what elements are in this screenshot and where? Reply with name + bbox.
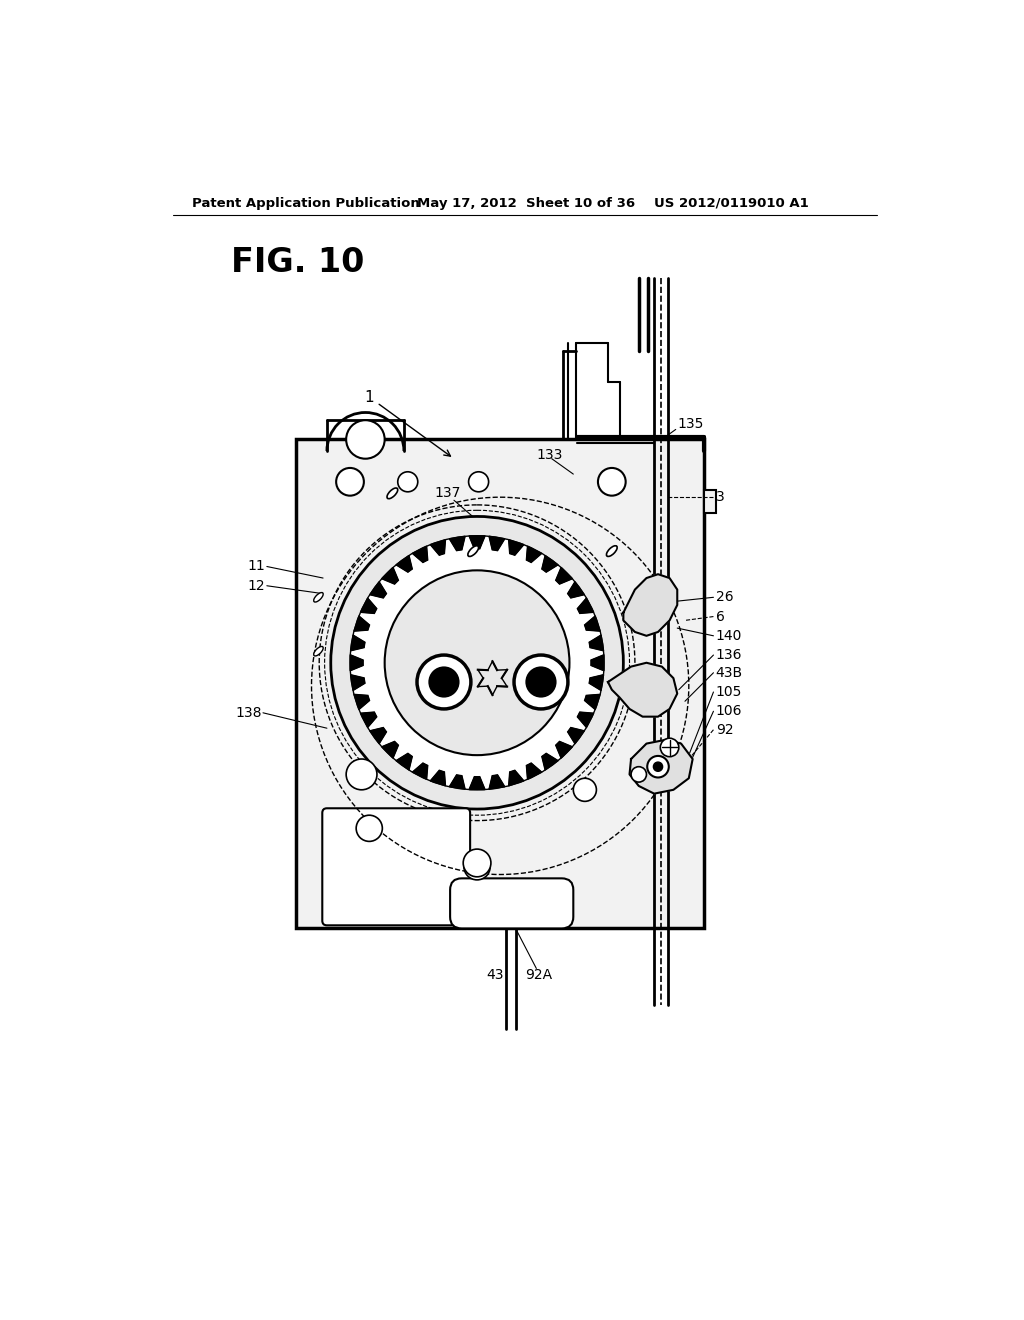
Polygon shape [396,754,413,770]
Text: 26: 26 [716,590,733,605]
Ellipse shape [387,488,397,499]
Polygon shape [578,598,594,614]
Circle shape [346,420,385,459]
Circle shape [430,668,458,696]
Text: 43B: 43B [716,665,742,680]
Polygon shape [509,540,524,556]
Circle shape [385,570,569,755]
Ellipse shape [606,545,617,557]
Polygon shape [396,556,413,572]
Polygon shape [354,694,370,710]
Polygon shape [450,775,465,789]
Text: FIG. 10: FIG. 10 [230,246,365,279]
Polygon shape [556,568,572,583]
Circle shape [346,759,377,789]
Polygon shape [469,536,485,549]
Polygon shape [413,546,428,562]
Circle shape [573,779,596,801]
Ellipse shape [468,545,478,557]
Polygon shape [450,536,465,550]
Polygon shape [542,556,558,572]
Text: 92A: 92A [525,968,552,982]
Polygon shape [489,775,505,789]
Polygon shape [370,582,386,598]
Circle shape [653,762,663,771]
Circle shape [336,469,364,496]
Polygon shape [608,663,677,717]
Text: 12: 12 [248,578,265,593]
Polygon shape [354,616,370,631]
Circle shape [647,756,669,777]
Text: 1: 1 [365,389,451,457]
Polygon shape [489,536,505,550]
Ellipse shape [313,593,324,602]
Polygon shape [624,574,677,636]
Polygon shape [585,616,600,631]
Circle shape [660,738,679,756]
Text: 133: 133 [537,447,563,462]
Text: US 2012/0119010 A1: US 2012/0119010 A1 [654,197,809,210]
Polygon shape [526,546,542,562]
Text: 106: 106 [716,705,742,718]
Polygon shape [589,635,603,651]
Polygon shape [509,771,524,785]
Polygon shape [413,763,428,779]
Circle shape [464,854,490,880]
Polygon shape [589,675,603,690]
Bar [705,490,716,512]
Text: 92: 92 [716,723,733,737]
Text: 137: 137 [435,486,461,500]
Circle shape [598,469,626,496]
Polygon shape [542,754,558,770]
Polygon shape [591,655,604,671]
Polygon shape [350,675,365,690]
Circle shape [469,471,488,492]
Circle shape [514,655,568,709]
Text: 138: 138 [234,706,261,719]
Text: 43: 43 [486,968,504,982]
Text: May 17, 2012  Sheet 10 of 36: May 17, 2012 Sheet 10 of 36 [417,197,635,210]
Polygon shape [382,742,398,758]
Polygon shape [469,776,485,789]
Polygon shape [370,727,386,743]
Bar [296,440,705,928]
Circle shape [356,816,382,841]
Polygon shape [556,742,572,758]
Circle shape [397,471,418,492]
Ellipse shape [313,647,324,656]
FancyBboxPatch shape [451,878,573,928]
Text: 6: 6 [716,610,725,623]
Circle shape [331,516,624,809]
Circle shape [463,849,490,876]
Polygon shape [526,763,542,779]
Polygon shape [567,582,585,598]
FancyBboxPatch shape [323,808,470,925]
Polygon shape [578,711,594,727]
Polygon shape [350,655,364,671]
Text: 105: 105 [716,685,742,700]
Polygon shape [567,727,585,743]
Circle shape [631,767,646,781]
Text: 140: 140 [716,628,742,643]
Polygon shape [360,711,377,727]
Text: 11: 11 [248,560,265,573]
Circle shape [417,655,471,709]
Polygon shape [430,540,445,556]
Polygon shape [585,694,600,710]
Text: 3: 3 [716,490,725,504]
Circle shape [527,668,555,696]
Text: 136: 136 [716,648,742,663]
Polygon shape [382,568,398,583]
Text: 135: 135 [677,417,703,432]
Text: Patent Application Publication: Patent Application Publication [193,197,420,210]
Polygon shape [630,739,692,793]
Polygon shape [360,598,377,614]
Polygon shape [350,635,365,651]
Circle shape [350,536,604,789]
Polygon shape [430,771,445,785]
